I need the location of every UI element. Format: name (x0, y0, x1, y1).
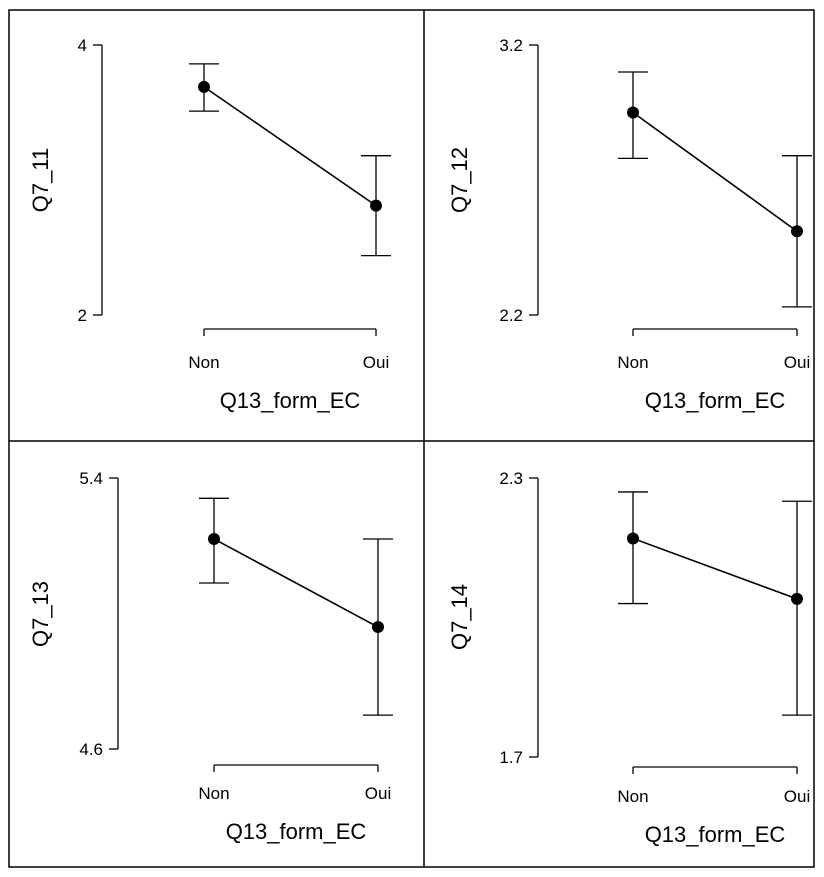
series-line (632, 111, 798, 232)
panel-borders (8, 9, 815, 868)
y-tick-label-bottom: 1.7 (499, 748, 523, 767)
panel-q7-14: 2.3 1.7 Q7_14 Non Oui Q13_form_EC (447, 469, 812, 847)
x-category-non: Non (188, 353, 219, 372)
panel-q7-12: 3.2 2.2 Q7_12 Non Oui Q13_form_EC (447, 36, 812, 413)
data-point-non (198, 80, 210, 93)
x-category-oui: Oui (784, 353, 810, 372)
data-point-non (627, 532, 639, 545)
panel-q7-11: 4 2 Q7_11 Non Oui Q13_form_EC (28, 36, 391, 413)
x-axis-label: Q13_form_EC (226, 819, 367, 844)
x-category-oui: Oui (365, 784, 391, 803)
y-tick-label-bottom: 2 (78, 306, 87, 325)
x-axis-label: Q13_form_EC (645, 822, 786, 847)
data-point-oui (791, 225, 803, 238)
y-axis-label: Q7_14 (447, 584, 472, 650)
y-tick-label-bottom: 4.6 (79, 740, 103, 759)
x-category-oui: Oui (784, 787, 810, 806)
data-point-non (208, 532, 220, 545)
y-axis-label: Q7_12 (447, 147, 472, 213)
x-category-non: Non (198, 784, 229, 803)
y-tick-label-top: 3.2 (499, 36, 523, 55)
data-point-non (627, 106, 639, 119)
series-line (632, 537, 798, 600)
x-category-non: Non (617, 787, 648, 806)
x-category-oui: Oui (363, 353, 389, 372)
series-line (213, 538, 379, 628)
data-point-oui (372, 621, 384, 634)
series-line (203, 86, 377, 207)
y-axis-label: Q7_11 (28, 148, 53, 212)
x-category-non: Non (617, 353, 648, 372)
x-axis-label: Q13_form_EC (645, 388, 786, 413)
y-axis-label: Q7_13 (28, 581, 53, 647)
y-tick-label-top: 2.3 (499, 469, 523, 488)
panel-q7-13: 5.4 4.6 Q7_13 Non Oui Q13_form_EC (28, 469, 393, 844)
y-tick-label-top: 4 (78, 36, 87, 55)
data-point-oui (791, 592, 803, 605)
x-axis-label: Q13_form_EC (220, 388, 361, 413)
y-tick-label-top: 5.4 (79, 469, 103, 488)
y-tick-label-bottom: 2.2 (499, 306, 523, 325)
data-point-oui (370, 199, 382, 212)
